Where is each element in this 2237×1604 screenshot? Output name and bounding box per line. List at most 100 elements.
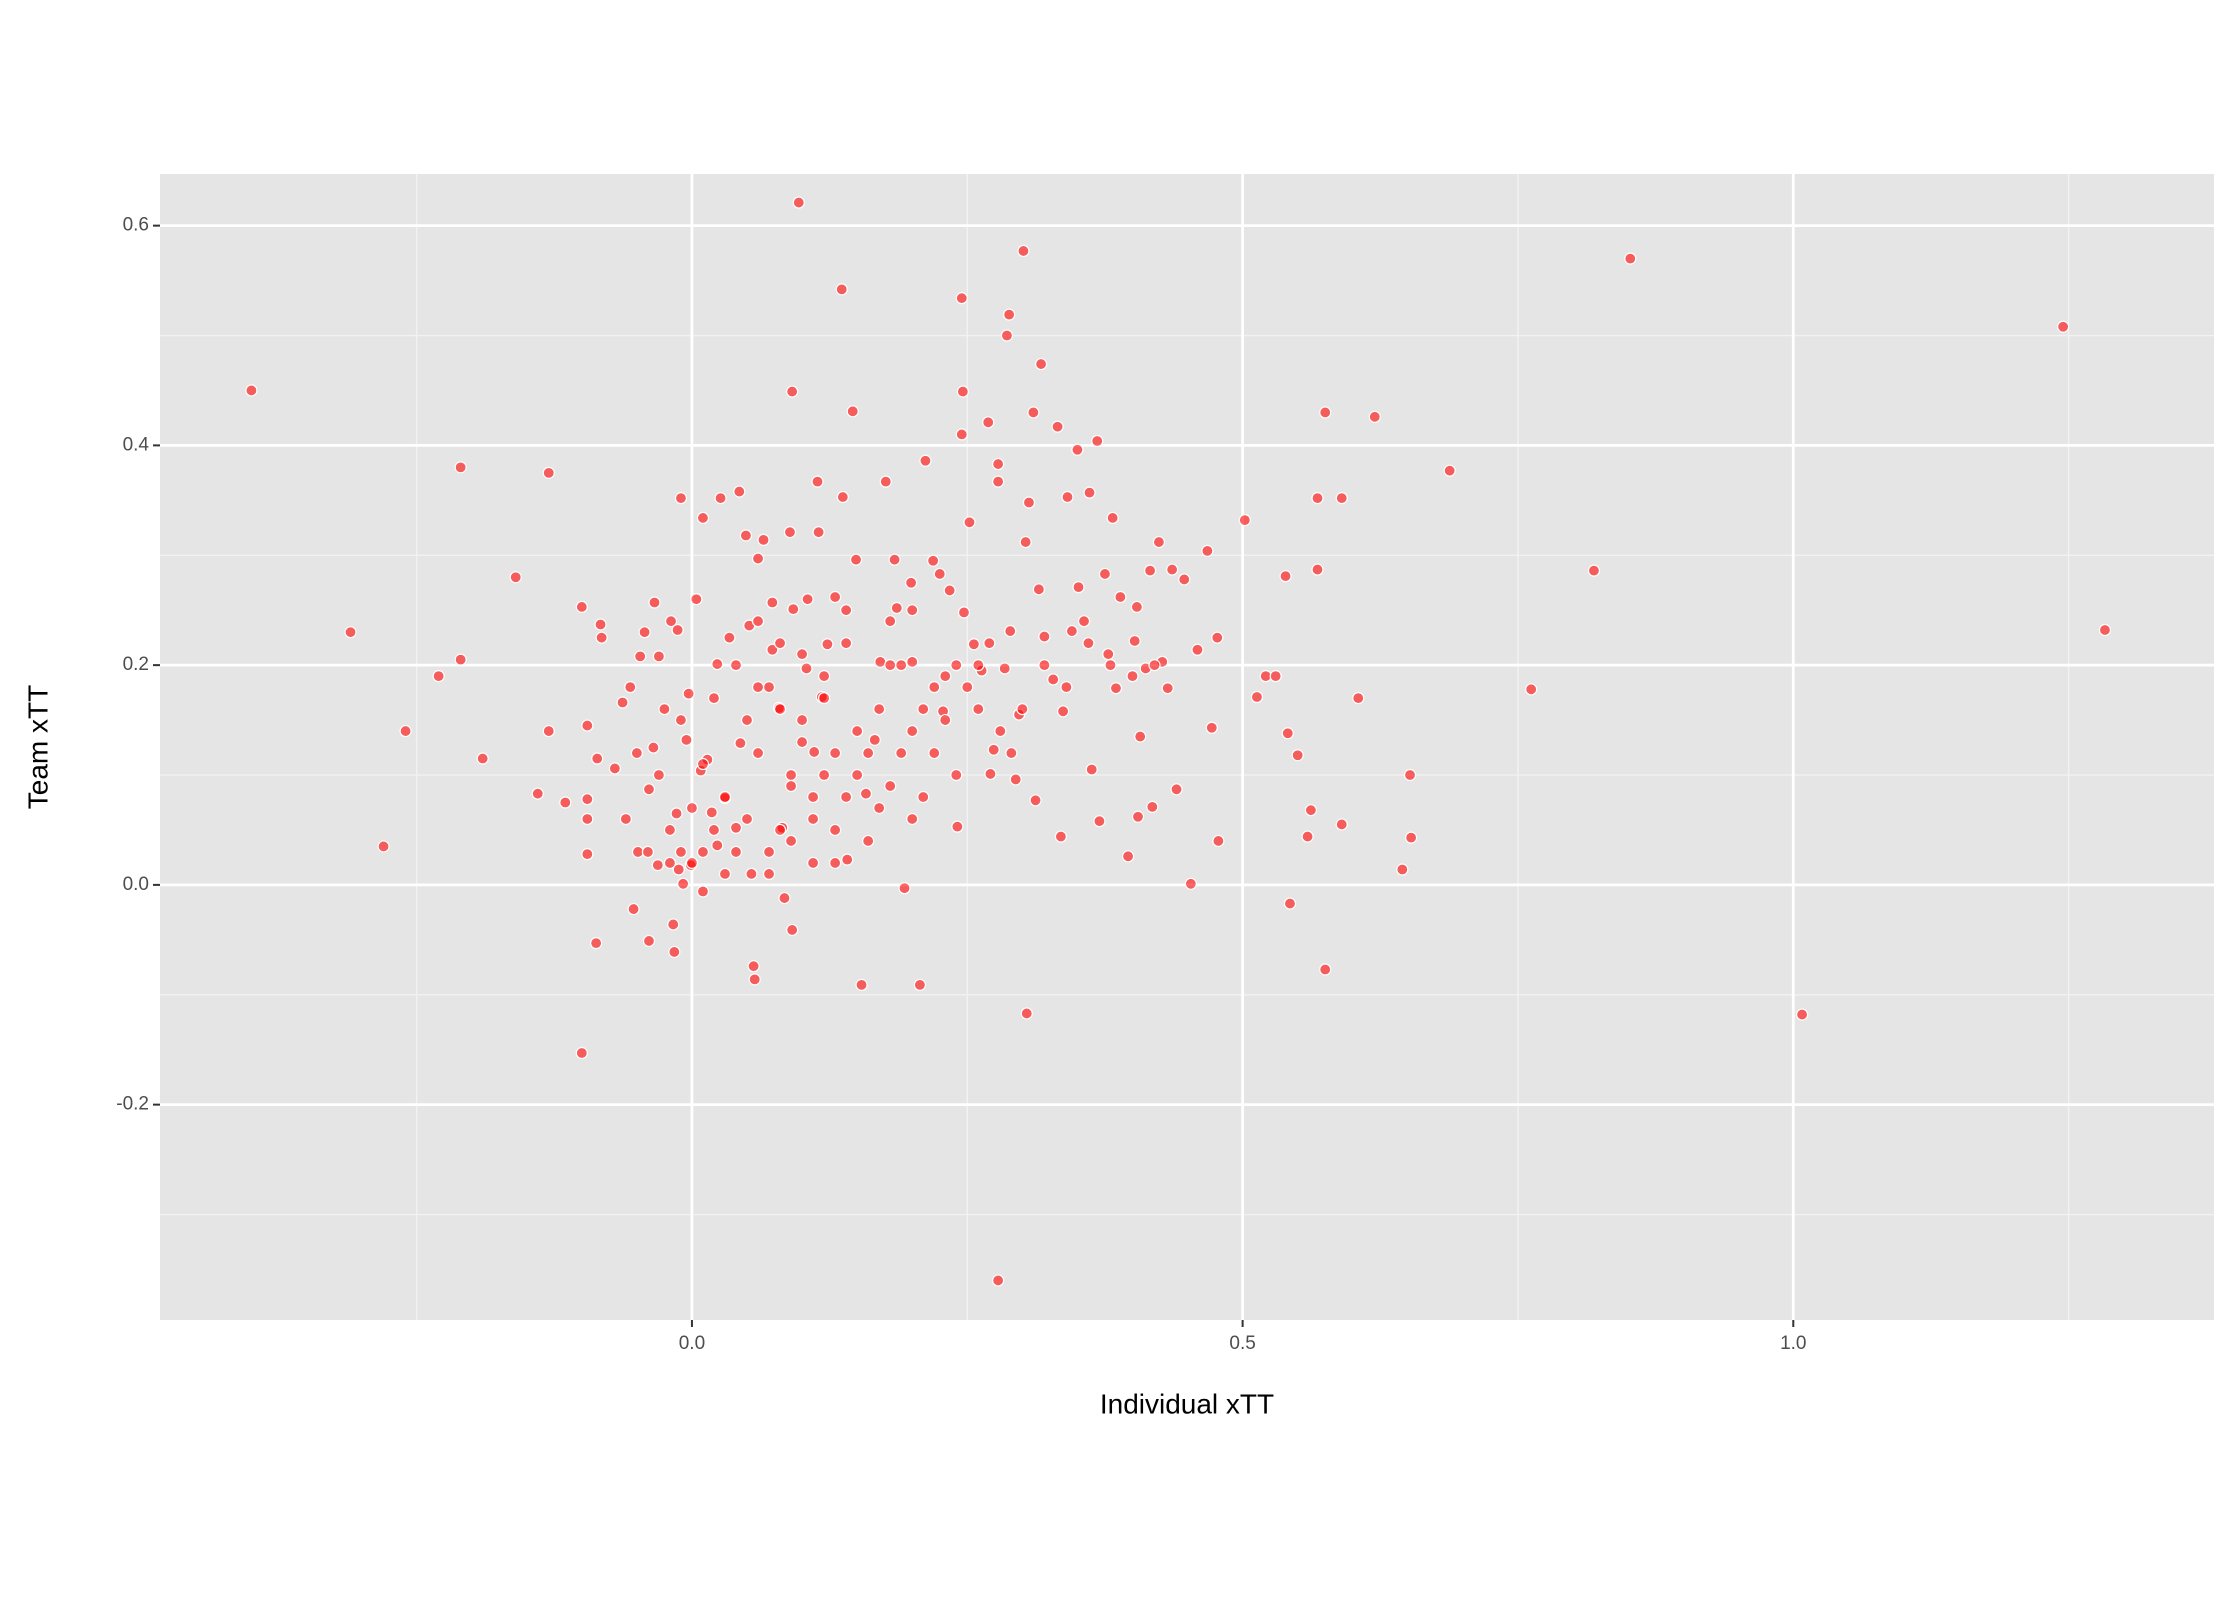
point (951, 820, 964, 833)
point (821, 638, 834, 651)
y-tick-label: 0.2 (123, 654, 149, 675)
point (1311, 563, 1324, 576)
point (1161, 682, 1174, 695)
point (1128, 634, 1141, 648)
point (998, 662, 1011, 675)
point (1152, 535, 1166, 549)
point (630, 746, 643, 760)
point (663, 823, 677, 837)
point (696, 845, 710, 859)
point (840, 604, 853, 617)
point (950, 768, 963, 782)
point (890, 601, 903, 615)
point (905, 576, 918, 589)
point (898, 882, 911, 895)
point (1054, 830, 1067, 843)
point (1624, 252, 1637, 265)
point (1304, 804, 1318, 817)
point (1114, 590, 1127, 604)
point (939, 670, 952, 683)
point (1017, 244, 1030, 258)
point (1038, 630, 1051, 643)
point (943, 584, 956, 597)
point (851, 724, 864, 738)
point (795, 713, 809, 727)
points (245, 196, 2112, 1287)
point (1091, 434, 1104, 448)
point (671, 623, 684, 637)
point (1170, 783, 1183, 796)
point (762, 867, 776, 881)
point (778, 891, 791, 905)
point (1038, 659, 1051, 672)
point (1144, 564, 1157, 577)
point (682, 687, 695, 700)
point (2098, 623, 2112, 637)
point (1311, 492, 1324, 505)
point (1238, 514, 1251, 527)
point (1020, 1007, 1033, 1020)
point (595, 631, 608, 644)
point (399, 724, 412, 738)
point (840, 790, 853, 804)
panel (160, 174, 2214, 1320)
point (509, 571, 522, 584)
point (751, 746, 765, 760)
point (919, 454, 932, 467)
point (1009, 773, 1022, 786)
point (1319, 406, 1332, 419)
point (581, 848, 594, 861)
point (575, 1046, 588, 1060)
point (1184, 877, 1197, 890)
point (818, 692, 831, 705)
point (1211, 631, 1224, 644)
point (1029, 794, 1042, 807)
point (806, 856, 820, 870)
point (1525, 683, 1538, 696)
point (888, 553, 901, 566)
point (1000, 329, 1014, 342)
point (773, 637, 787, 650)
x-tick-label: 1.0 (1780, 1333, 1806, 1354)
point (784, 779, 798, 793)
point (1003, 308, 1016, 321)
point (1191, 643, 1204, 656)
point (1269, 670, 1282, 683)
point (786, 385, 799, 398)
point (972, 702, 985, 716)
point (762, 681, 776, 694)
point (1443, 464, 1456, 477)
point (705, 806, 718, 819)
point (670, 807, 683, 820)
point (787, 603, 800, 616)
point (1060, 681, 1073, 694)
point (836, 490, 849, 504)
point (884, 615, 897, 628)
point (841, 853, 854, 866)
point (1126, 670, 1139, 683)
point (992, 457, 1005, 471)
point (1077, 615, 1091, 628)
point (619, 812, 632, 826)
point (818, 768, 831, 782)
point (855, 978, 868, 991)
point (674, 845, 688, 859)
point (648, 596, 661, 609)
point (575, 600, 588, 614)
point (680, 733, 693, 746)
point (751, 615, 765, 628)
point (454, 653, 467, 666)
point (862, 834, 875, 848)
point (928, 746, 941, 760)
point (1016, 702, 1029, 716)
point (840, 637, 853, 650)
point (927, 554, 940, 567)
point (795, 648, 809, 661)
point (983, 637, 996, 650)
point (1201, 544, 1214, 557)
point (800, 662, 813, 675)
point (994, 724, 1007, 738)
point (933, 567, 946, 581)
point (581, 719, 594, 732)
